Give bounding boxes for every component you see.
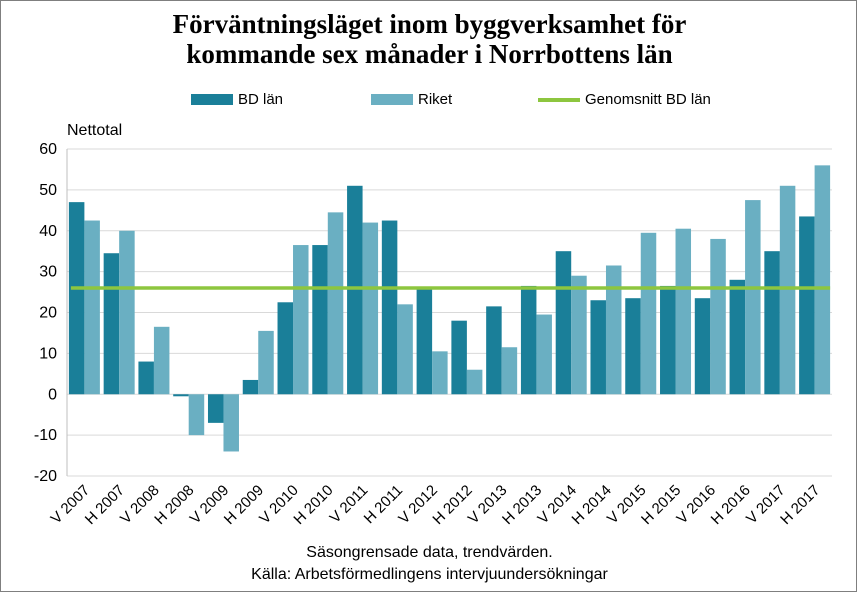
x-tick-label: H 2010 [290, 482, 336, 528]
bar-riket [605, 265, 622, 395]
chart-title-line2: kommande sex månader i Norrbottens län [186, 39, 673, 69]
bar-bd-lan [694, 298, 711, 395]
bar-bd-lan [486, 306, 502, 395]
bar-riket [362, 222, 379, 395]
bar-riket [814, 165, 831, 395]
x-tick-label: H 2014 [569, 482, 615, 528]
x-tick-label: H 2017 [777, 482, 823, 528]
bar-riket [536, 314, 552, 395]
x-tick-label: H 2008 [151, 482, 197, 528]
bar-riket [119, 230, 135, 395]
x-tick-label: H 2015 [638, 482, 684, 528]
bar-bd-lan [625, 298, 641, 395]
y-tick-label: 60 [39, 141, 57, 158]
bar-riket [710, 238, 726, 395]
bar-riket [745, 200, 761, 395]
bar-riket [779, 185, 796, 395]
bar-riket [84, 220, 100, 395]
legend-swatch-bd [191, 94, 233, 105]
bar-riket [571, 275, 587, 395]
legend-swatch-riket [371, 94, 413, 105]
bar-bd-lan [312, 245, 328, 395]
y-tick-label: 0 [48, 386, 57, 403]
bar-bd-lan [520, 285, 537, 395]
y-tick-label: -10 [34, 427, 57, 444]
legend-item-bd: BD län [191, 91, 283, 108]
footnote-data: Säsongrensade data, trendvärden. [306, 544, 553, 561]
legend-label-riket: Riket [418, 91, 453, 108]
legend-item-riket: Riket [371, 91, 452, 108]
bar-bd-lan [451, 320, 467, 395]
legend-item-avg: Genomsnitt BD län [538, 91, 711, 108]
y-tick-label: -20 [34, 468, 57, 485]
bar-riket [327, 212, 344, 395]
bar-bd-lan [764, 251, 780, 395]
x-tick-label: H 2009 [221, 482, 267, 528]
bar-riket [466, 369, 483, 395]
legend: BD län Riket Genomsnitt BD län [1, 91, 857, 111]
y-tick-label: 30 [39, 264, 57, 281]
footnote-source: Källa: Arbetsförmedlingens intervjuunder… [251, 566, 608, 583]
y-tick-label: 50 [39, 182, 57, 199]
bar-riket [675, 228, 692, 395]
bar-bd-lan [242, 379, 259, 395]
y-tick-label: 20 [39, 305, 57, 322]
y-tick-label: 40 [39, 223, 57, 240]
bar-bd-lan [103, 253, 120, 395]
x-tick-label: H 2013 [499, 482, 545, 528]
bar-riket [153, 326, 170, 395]
legend-label-avg: Genomsnitt BD län [585, 91, 711, 108]
chart-title-line1: Förväntningsläget inom byggverksamhet fö… [172, 9, 687, 39]
bar-riket [188, 394, 205, 436]
bar-riket [293, 245, 309, 395]
bar-riket [258, 330, 274, 395]
chart-title: Förväntningsläget inom byggverksamhet fö… [1, 9, 857, 69]
bar-bd-lan [173, 394, 189, 397]
x-tick-label: H 2016 [708, 482, 754, 528]
bar-bd-lan [729, 279, 746, 395]
x-tick-label: H 2012 [429, 482, 475, 528]
bar-riket [640, 232, 657, 395]
bar-bd-lan [799, 216, 815, 395]
bar-bd-lan [660, 285, 676, 395]
bar-bd-lan [590, 300, 606, 395]
bar-bd-lan [68, 202, 85, 395]
y-tick-label: 10 [39, 345, 57, 362]
bar-bd-lan [347, 185, 363, 395]
x-tick-label: H 2007 [82, 482, 128, 528]
bar-riket [223, 394, 239, 452]
bar-bd-lan [277, 302, 294, 395]
bar-riket [432, 351, 448, 395]
y-axis-label: Nettotal [67, 122, 123, 139]
bar-riket [397, 304, 413, 395]
bar-bd-lan [555, 251, 572, 395]
bar-bd-lan [381, 220, 398, 395]
bar-bd-lan [416, 287, 433, 395]
bar-bd-lan [138, 361, 154, 395]
legend-label-bd: BD län [238, 91, 284, 108]
bar-riket [501, 347, 518, 395]
bar-bd-lan [207, 394, 224, 423]
legend-swatch-avg [538, 97, 580, 102]
